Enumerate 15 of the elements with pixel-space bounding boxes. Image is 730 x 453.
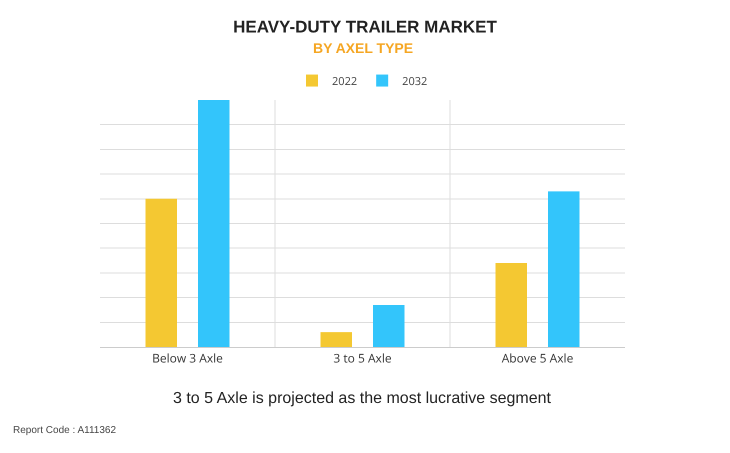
bar [146, 198, 177, 347]
bar [496, 263, 527, 347]
bar [320, 332, 352, 347]
legend-label: 2022 [332, 74, 358, 89]
chart-title: HEAVY-DUTY TRAILER MARKET [233, 17, 498, 36]
bar [373, 305, 404, 347]
bar [548, 191, 580, 347]
legend-label: 2032 [402, 74, 428, 89]
chart-subtitle: BY AXEL TYPE [313, 40, 414, 56]
bar [198, 100, 230, 347]
x-tick-label: 3 to 5 Axle [333, 349, 392, 366]
x-tick-label: Below 3 Axle [152, 349, 224, 366]
text: 3 to 5 Axle is projected as the most lucrative segment [173, 390, 552, 407]
text: Report Code : A111362 [13, 425, 116, 436]
x-tick-label: Above 5 Axle [502, 349, 574, 366]
